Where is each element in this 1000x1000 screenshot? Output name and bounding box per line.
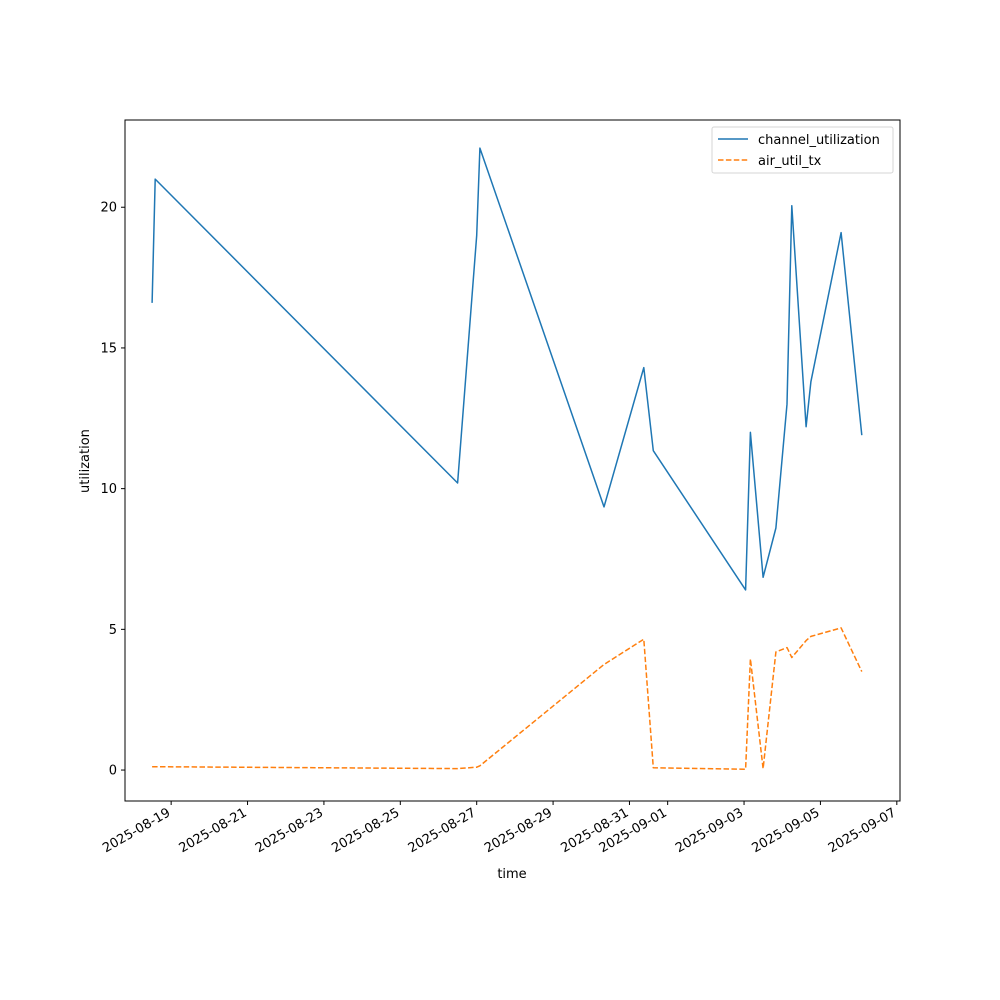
x-tick-label: 2025-08-29: [482, 805, 555, 856]
series-layer: [151, 147, 863, 770]
y-tick-label: 5: [109, 623, 117, 638]
legend: channel_utilization air_util_tx: [711, 126, 894, 174]
legend-label-air-util-tx: air_util_tx: [758, 154, 822, 169]
legend-label-channel-utilization: channel_utilization: [758, 133, 880, 148]
x-axis-label: time: [497, 867, 526, 882]
y-tick-label: 15: [100, 341, 117, 356]
y-tick-label: 10: [100, 482, 117, 497]
x-tick-label: 2025-09-07: [826, 805, 899, 856]
plot-area: [125, 120, 900, 801]
legend-box: [711, 126, 894, 174]
x-tick-label: 2025-08-19: [100, 805, 173, 856]
x-tick-label: 2025-09-05: [749, 805, 822, 856]
series-line-channel-utilization: [151, 147, 863, 591]
y-axis-ticks: 0 5 10 15 20: [100, 201, 125, 779]
y-tick-label: 0: [109, 764, 117, 779]
x-tick-label: 2025-08-21: [177, 805, 250, 856]
y-axis-label: utilization: [78, 429, 93, 493]
x-tick-label: 2025-08-25: [329, 805, 402, 856]
x-tick-label: 2025-09-03: [673, 805, 746, 856]
y-tick-label: 20: [100, 201, 117, 216]
plot-frame: [124, 119, 901, 802]
x-axis-ticks: 2025-08-19 2025-08-21 2025-08-23 2025-08-25…: [100, 801, 899, 856]
x-tick-label: 2025-08-27: [406, 805, 479, 856]
series-line-air-util-tx: [152, 627, 863, 770]
x-tick-label: 2025-08-23: [253, 805, 326, 856]
